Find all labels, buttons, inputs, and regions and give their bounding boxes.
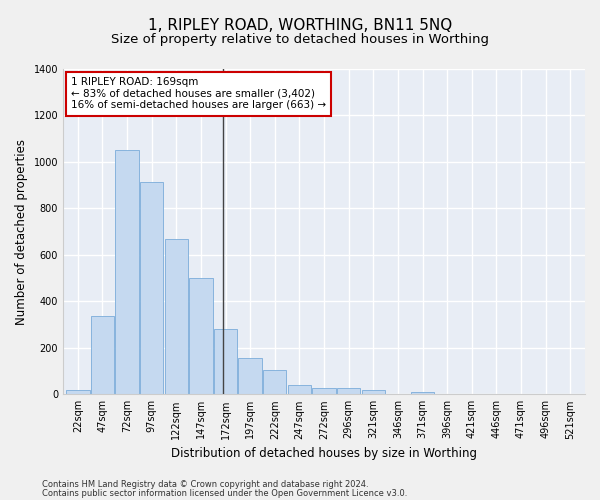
Text: 1 RIPLEY ROAD: 169sqm
← 83% of detached houses are smaller (3,402)
16% of semi-d: 1 RIPLEY ROAD: 169sqm ← 83% of detached … (71, 77, 326, 110)
Bar (214, 329, 237, 394)
Bar (189, 278, 212, 394)
Bar (337, 388, 361, 394)
Bar (238, 358, 262, 394)
Bar (140, 182, 163, 394)
Bar (91, 316, 114, 394)
Bar (411, 392, 434, 394)
Bar (288, 386, 311, 394)
Text: Contains public sector information licensed under the Open Government Licence v3: Contains public sector information licen… (42, 488, 407, 498)
Bar (115, 150, 139, 394)
Y-axis label: Number of detached properties: Number of detached properties (15, 138, 28, 324)
Bar (313, 388, 336, 394)
Bar (362, 390, 385, 394)
Text: Contains HM Land Registry data © Crown copyright and database right 2024.: Contains HM Land Registry data © Crown c… (42, 480, 368, 489)
X-axis label: Distribution of detached houses by size in Worthing: Distribution of detached houses by size … (171, 447, 477, 460)
Bar (164, 238, 188, 394)
Bar (263, 370, 286, 394)
Text: Size of property relative to detached houses in Worthing: Size of property relative to detached ho… (111, 32, 489, 46)
Bar (66, 390, 89, 394)
Text: 1, RIPLEY ROAD, WORTHING, BN11 5NQ: 1, RIPLEY ROAD, WORTHING, BN11 5NQ (148, 18, 452, 32)
